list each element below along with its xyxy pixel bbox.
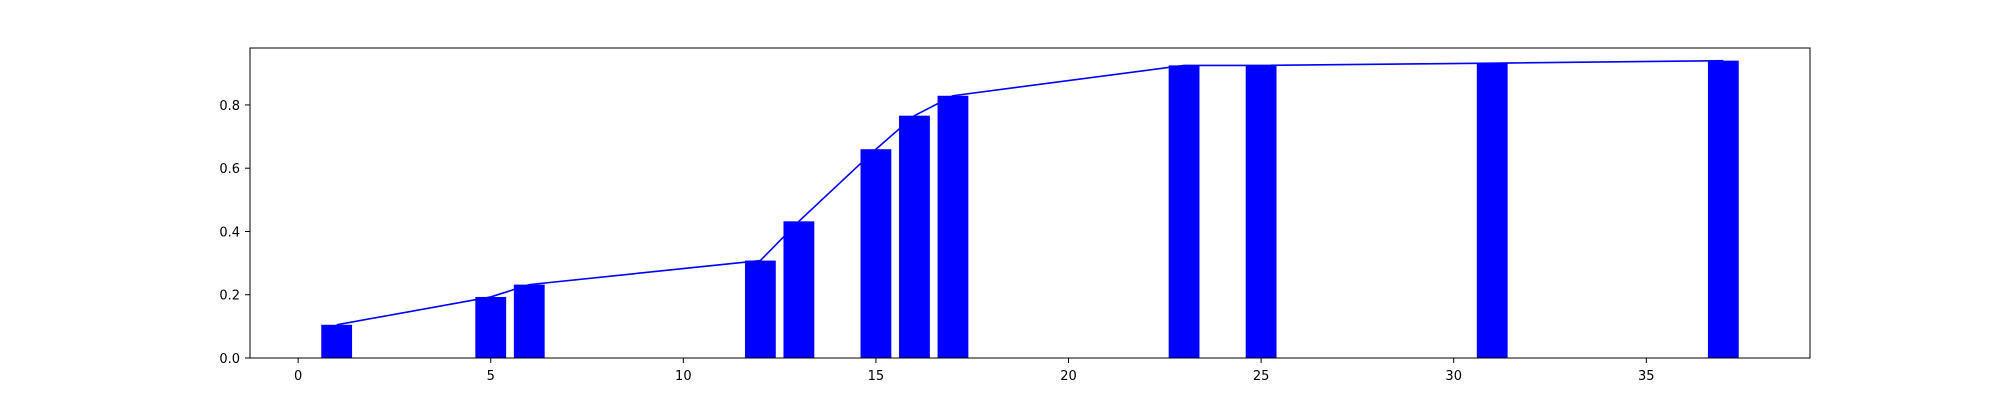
x-tick-label: 10 xyxy=(675,369,692,384)
bar-25 xyxy=(1245,65,1277,359)
y-tick-label: 0.2 xyxy=(219,289,240,304)
bar-31 xyxy=(1476,63,1508,358)
x-tick-label: 20 xyxy=(1060,369,1077,384)
bars-layer xyxy=(321,60,1739,359)
bar-16 xyxy=(899,115,930,358)
bar-6 xyxy=(513,284,545,358)
y-tick-label: 0.4 xyxy=(219,225,240,240)
bar-15 xyxy=(860,149,892,358)
line-layer xyxy=(336,59,1724,326)
x-tick-label: 35 xyxy=(1638,369,1655,384)
x-axis-ticks: 0 5 10 15 20 25 30 35 xyxy=(294,358,1655,384)
x-tick-label: 25 xyxy=(1253,369,1270,384)
y-tick-label: 0.0 xyxy=(219,352,240,367)
bar-13 xyxy=(783,221,815,358)
bar-1 xyxy=(321,324,353,358)
bar-17 xyxy=(937,95,969,358)
bar-12 xyxy=(744,260,776,358)
axes-layer xyxy=(249,47,1811,359)
x-tick-label: 15 xyxy=(868,369,885,384)
y-tick-label: 0.6 xyxy=(219,162,240,177)
series-line xyxy=(336,59,1724,326)
bar-23 xyxy=(1168,65,1200,359)
y-tick-label: 0.8 xyxy=(219,99,240,114)
x-tick-label: 0 xyxy=(294,369,302,384)
x-tick-label: 30 xyxy=(1445,369,1462,384)
bar-5 xyxy=(475,296,507,358)
x-tick-label: 5 xyxy=(487,369,495,384)
y-axis-ticks: 0.0 0.2 0.4 0.6 0.8 xyxy=(219,99,250,367)
bar-37 xyxy=(1707,60,1739,358)
plot-frame xyxy=(249,47,1811,359)
